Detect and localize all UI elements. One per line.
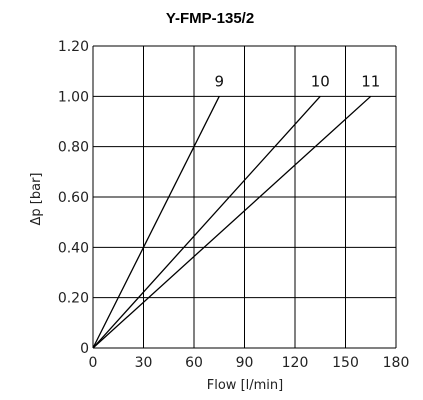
tick-labels: 0 30 60 90 120 150 180 0 0.20 0.40 0.60 0.80 1.00 1.2… (58, 39, 410, 371)
y-tick-label: 0.60 (58, 190, 89, 206)
x-tick-label: 150 (332, 355, 359, 371)
series-label-10: 10 (311, 72, 330, 90)
y-tick-label: 1.00 (58, 89, 89, 105)
series-line-10 (92, 95, 321, 349)
series-lines (92, 95, 372, 349)
x-tick-label: 180 (383, 355, 410, 371)
series-label-9: 9 (214, 72, 224, 90)
y-axis-label: Δp [bar] (29, 173, 44, 226)
y-tick-label: 1.20 (58, 39, 89, 55)
x-tick-label: 120 (282, 355, 309, 371)
x-axis-label: Flow [l/min] (207, 378, 283, 393)
series-label-11: 11 (361, 72, 380, 90)
chart-title: Y-FMP-135/2 (166, 10, 254, 27)
x-tick-label: 0 (89, 355, 98, 371)
x-tick-label: 90 (236, 355, 254, 371)
x-tick-label: 30 (135, 355, 153, 371)
y-tick-label: 0.40 (58, 240, 89, 256)
y-tick-label: 0.20 (58, 291, 89, 307)
grid (92, 45, 397, 349)
series-line-9 (92, 96, 220, 349)
y-tick-label: 0 (80, 341, 89, 357)
series-line-11 (92, 95, 372, 349)
series-labels: 9 10 11 (214, 72, 380, 90)
y-tick-label: 0.80 (58, 140, 89, 156)
x-tick-label: 60 (185, 355, 203, 371)
